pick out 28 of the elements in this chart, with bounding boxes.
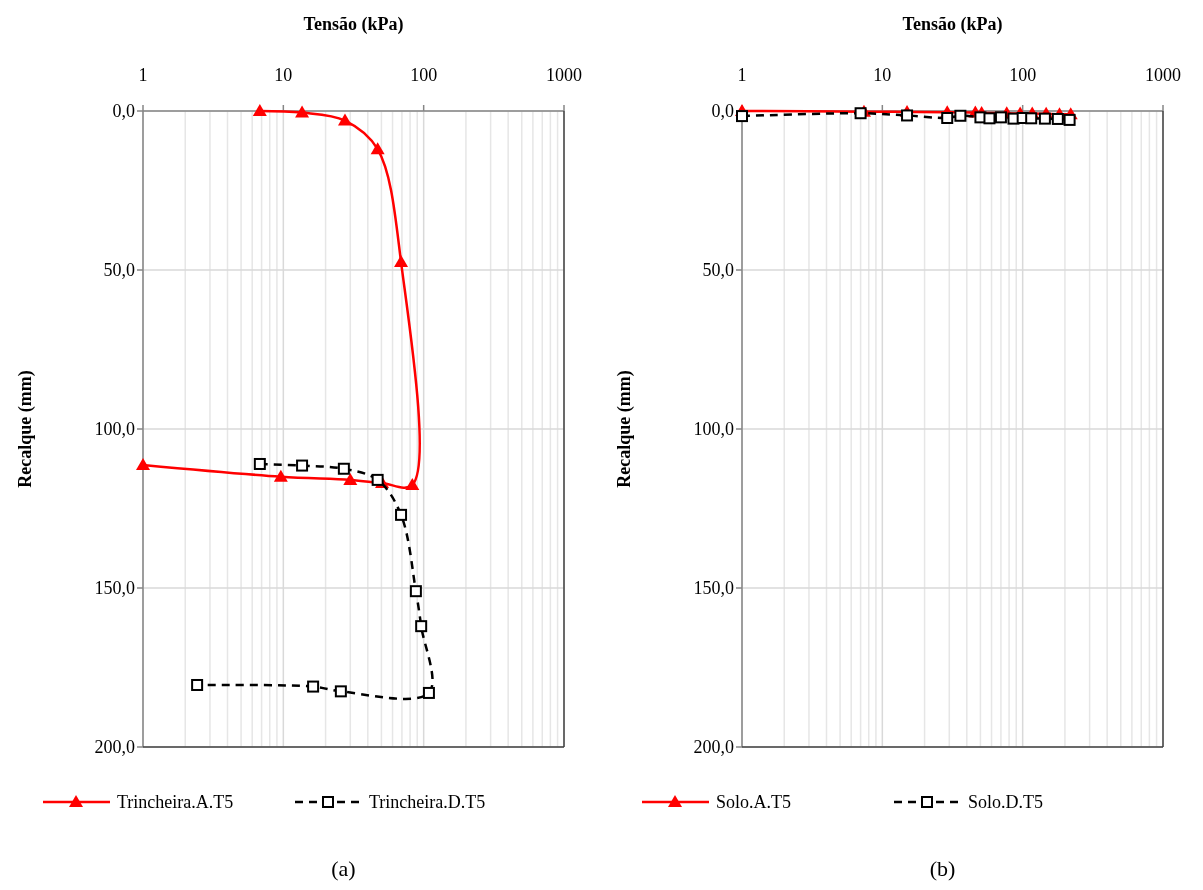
x-tick-label: 100	[410, 65, 438, 85]
y-tick-label: 200,0	[94, 737, 135, 758]
y-tick-label: 50,0	[702, 260, 734, 281]
y-tick-label: 0,0	[112, 101, 135, 122]
y-tick-label: 200,0	[693, 737, 734, 758]
y-tick-label: 150,0	[94, 578, 135, 599]
x-tick-label: 1000	[546, 65, 582, 85]
x-tick-label: 1000	[1145, 65, 1181, 85]
y-tick-label: 50,0	[103, 260, 135, 281]
y-axis-title: Recalque (mm)	[15, 370, 36, 488]
y-tick-label: 0,0	[711, 101, 734, 122]
x-tick-label: 1	[138, 65, 148, 85]
y-tick-label: 100,0	[94, 419, 135, 440]
text: (b)	[929, 856, 956, 881]
x-tick-label: 100	[1009, 65, 1037, 85]
text: (a)	[331, 856, 356, 881]
legend-label: Solo.A.T5	[716, 792, 792, 813]
y-tick-label: 150,0	[693, 578, 734, 599]
x-tick-label: 10	[274, 65, 293, 85]
x-tick-label: 10	[873, 65, 892, 85]
y-axis-title: Recalque (mm)	[614, 370, 635, 488]
x-axis-title: Tensão (kPa)	[902, 14, 1003, 35]
legend-label: Trincheira.A.T5	[117, 792, 234, 813]
legend-label: Trincheira.D.T5	[369, 792, 486, 813]
legend-label: Solo.D.T5	[968, 792, 1044, 813]
x-tick-label: 1	[737, 65, 747, 85]
y-tick-label: 100,0	[693, 419, 734, 440]
x-axis-title: Tensão (kPa)	[303, 14, 404, 35]
